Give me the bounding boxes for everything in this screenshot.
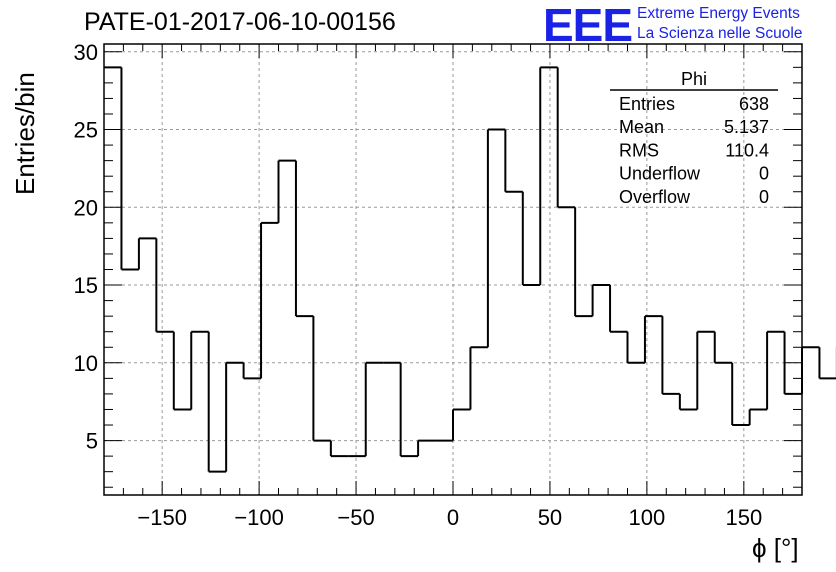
x-tick-label: −50 xyxy=(337,505,374,530)
x-tick-label: −150 xyxy=(137,505,187,530)
histogram xyxy=(104,66,836,473)
y-tick-label: 15 xyxy=(74,273,98,298)
stats-label: RMS xyxy=(619,140,659,160)
tick-labels: −150 −100 −50 0 50 100 150 5 10 15 20 25 30 xyxy=(74,40,763,530)
eee-logo: EEE xyxy=(543,0,633,51)
stats-value: 638 xyxy=(739,94,769,114)
logo-caption: Extreme Energy Events La Scienza nelle S… xyxy=(637,4,802,44)
y-tick-label: 5 xyxy=(86,429,98,454)
stats-label: Underflow xyxy=(619,164,701,184)
logo-line-2: La Scienza nelle Scuole xyxy=(637,25,803,42)
stats-title: Phi xyxy=(681,69,707,89)
x-tick-label: 0 xyxy=(447,505,459,530)
stats-label: Overflow xyxy=(619,187,691,207)
stats-label: Entries xyxy=(619,94,675,114)
x-tick-label: −100 xyxy=(234,505,284,530)
x-tick-label: 150 xyxy=(725,505,762,530)
stats-label: Mean xyxy=(619,117,664,137)
stats-value: 5.137 xyxy=(724,117,769,137)
y-tick-label: 20 xyxy=(74,195,98,220)
stats-value: 0 xyxy=(759,187,769,207)
stats-value: 110.4 xyxy=(725,140,769,160)
logo-line-1: Extreme Energy Events xyxy=(637,5,800,22)
x-axis-label: ϕ [°] xyxy=(752,533,799,563)
x-tick-label: 50 xyxy=(538,505,562,530)
stats-box: Phi Entries 638 Mean 5.137 RMS 110.4 Underflow 0… xyxy=(610,69,778,207)
stats-value: 0 xyxy=(759,164,769,184)
y-tick-label: 10 xyxy=(74,351,98,376)
x-tick-label: 100 xyxy=(629,505,666,530)
y-tick-label: 25 xyxy=(74,118,98,143)
page-title: PATE-01-2017-06-10-00156 xyxy=(84,8,396,36)
axis-ticks xyxy=(104,44,802,495)
y-tick-label: 30 xyxy=(74,40,98,65)
